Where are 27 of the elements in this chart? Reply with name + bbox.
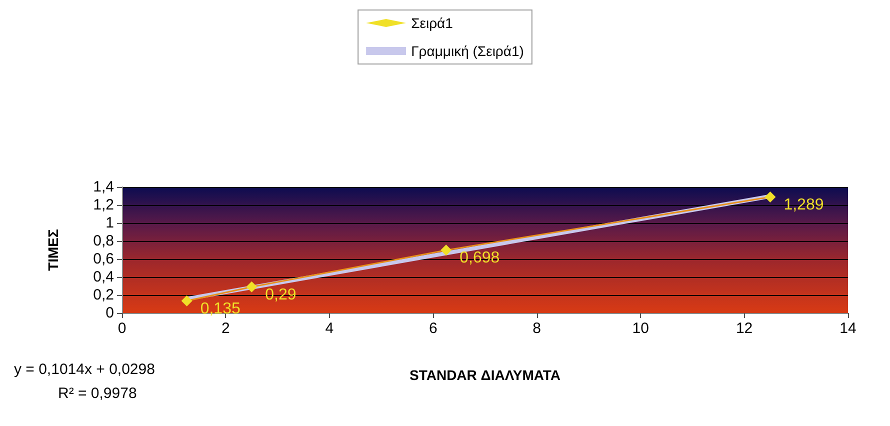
y-tick-label: 0,8 <box>93 232 114 250</box>
x-tick-label: 12 <box>736 320 753 337</box>
point <box>181 295 192 306</box>
x-tick-label: 8 <box>532 320 542 337</box>
y-tick-label: 0,6 <box>93 250 114 268</box>
y-axis-title: ΤΙΜΕΣ <box>45 229 61 271</box>
x-tick-label: 14 <box>840 320 856 337</box>
point <box>246 281 258 292</box>
x-tick-label: 6 <box>428 320 438 337</box>
x-tick-label: 4 <box>325 320 334 337</box>
data-label: 1,289 <box>784 196 824 214</box>
x-tick-label: 10 <box>632 320 649 337</box>
x-tick-label: 0 <box>118 320 126 337</box>
point <box>440 244 452 256</box>
text: y = 0,1014x + 0,0298 <box>14 361 155 378</box>
legend-label: Γραμμική (Σειρά1) <box>411 43 524 59</box>
y-tick-label: 1,2 <box>93 196 114 214</box>
y-tick-label: 1,4 <box>93 178 114 196</box>
y-tick-label: 1 <box>106 214 114 232</box>
y-tick-label: 0 <box>106 304 114 322</box>
text: R² = 0,9978 <box>58 385 137 402</box>
y-tick-label: 0,4 <box>93 268 114 286</box>
legend-label: Σειρά1 <box>411 15 454 31</box>
y-tick-label: 0,2 <box>93 286 114 304</box>
x-axis-title: STANDAR ΔΙΑΛΥΜΑΤΑ <box>410 367 560 383</box>
point <box>764 191 776 202</box>
x-tick-label: 2 <box>222 320 230 337</box>
